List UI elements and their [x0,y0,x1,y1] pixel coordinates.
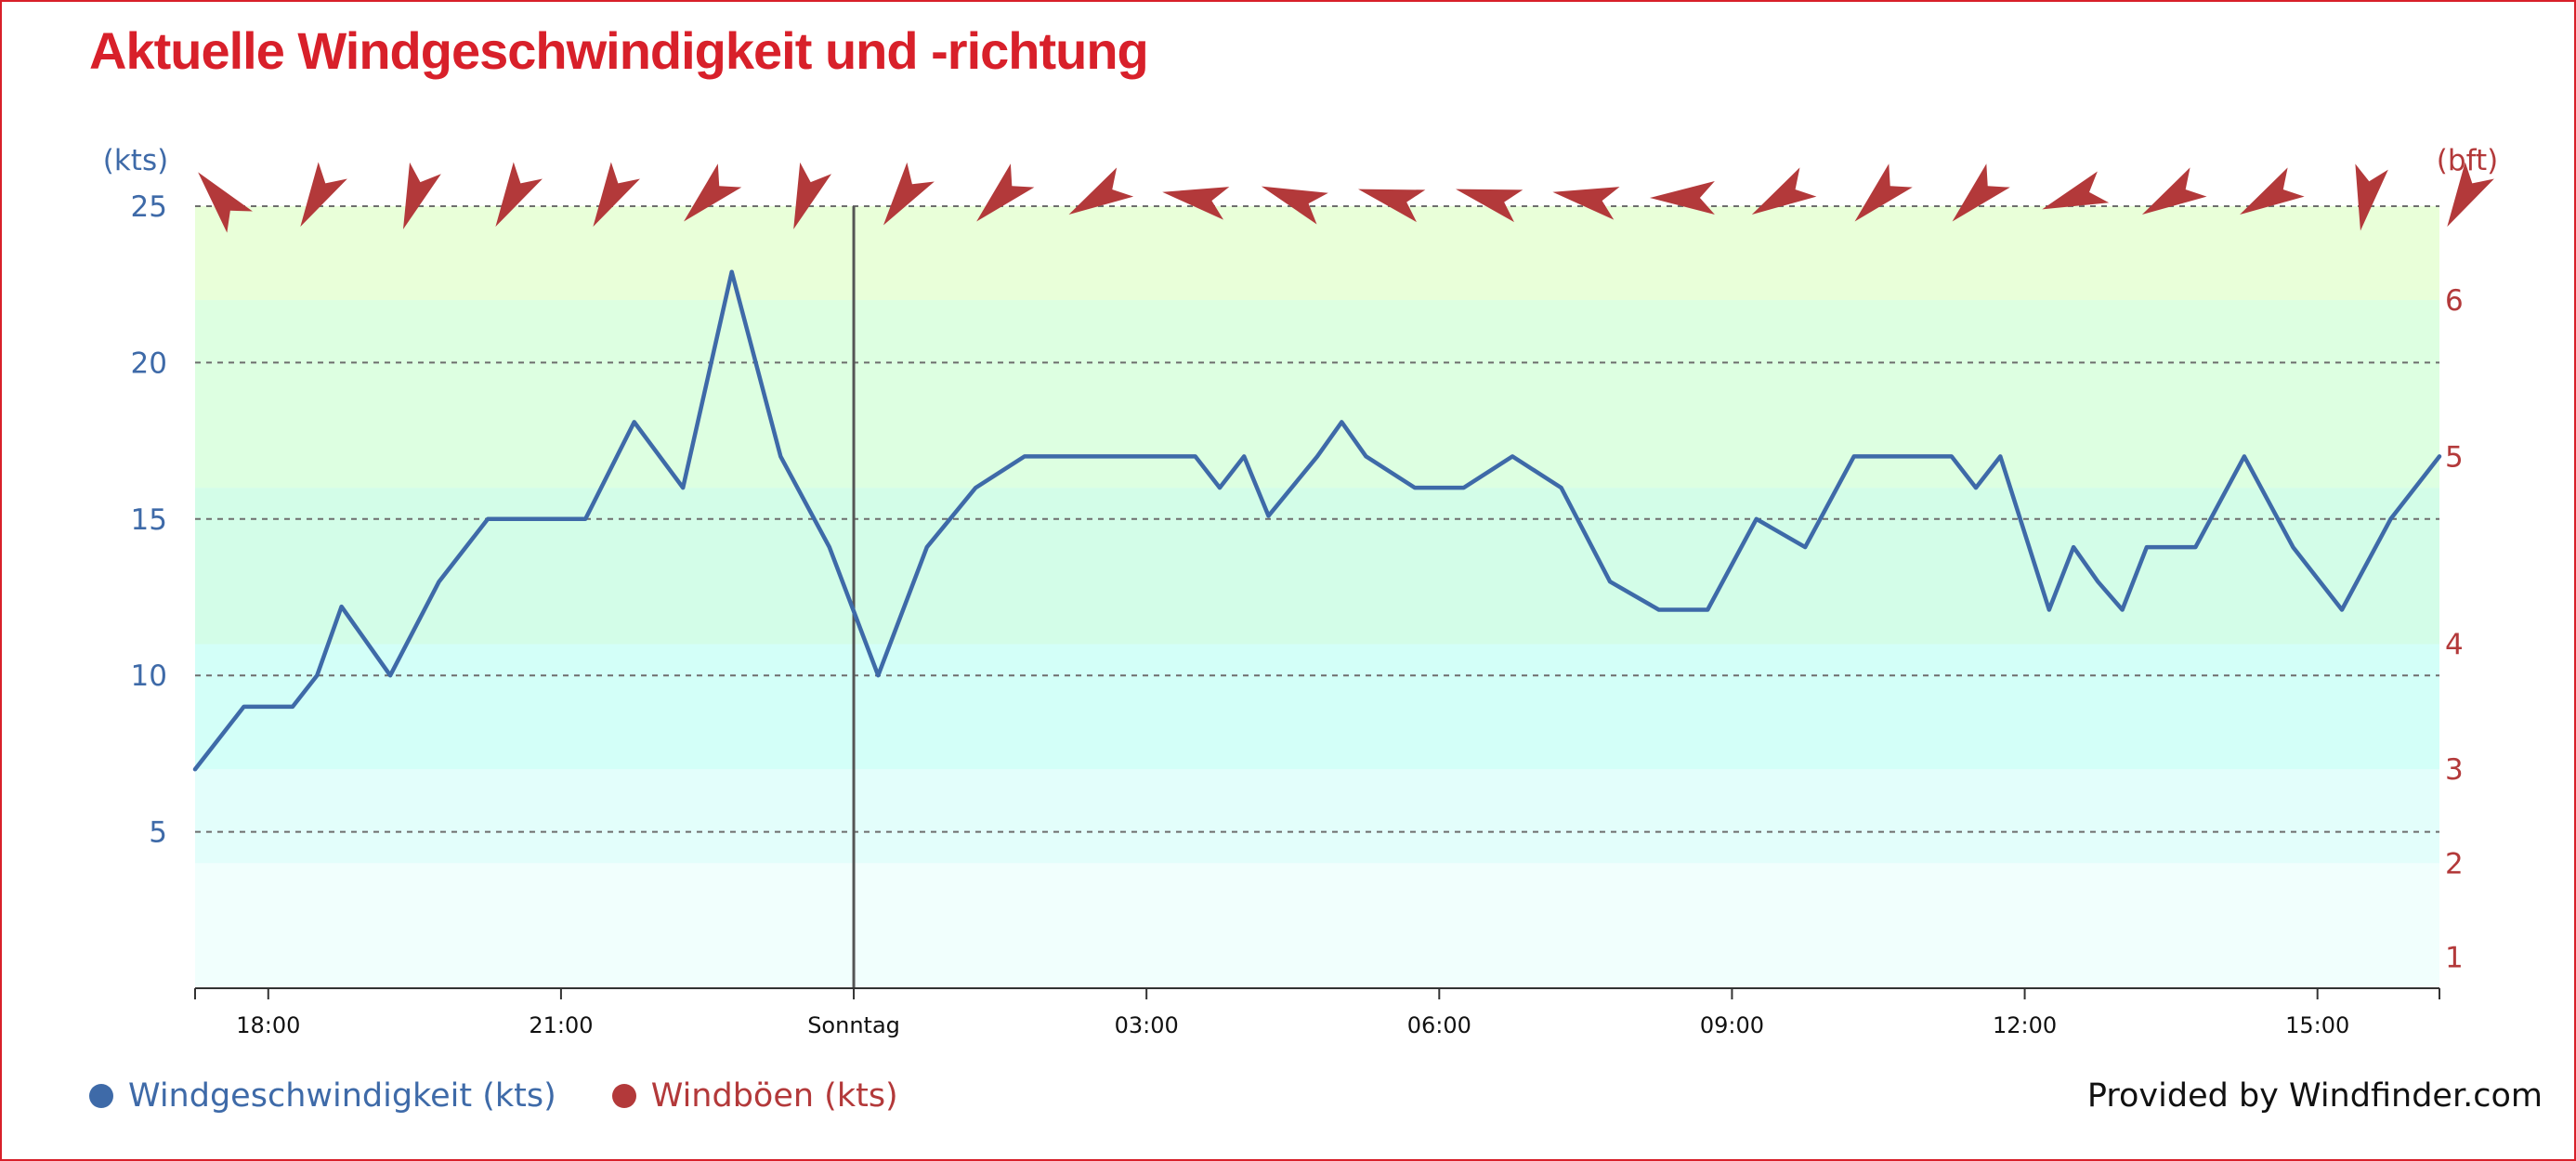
wind-arrow-shape-8 [976,163,1035,222]
band-0 [195,863,2439,988]
wind-arrow-shape-7 [883,162,935,226]
wind-arrow-5 [684,163,742,222]
y-axis-right-unit-label: (bft) [2437,144,2498,177]
wind-arrow-7 [883,162,935,226]
y-left-tick-5: 5 [149,816,167,850]
wind-arrow-shape-4 [593,162,640,228]
wind-arrow-shape-15 [1649,181,1715,215]
wind-arrow-shape-3 [495,162,543,228]
chart-title: Aktuelle Windgeschwindigkeit und -richtu… [89,21,1149,80]
wind-arrow-18 [1952,163,2010,222]
wind-arrow-shape-18 [1952,163,2010,222]
band-5 [195,206,2439,301]
legend-label-wind-gusts: Windböen (kts) [650,1077,898,1115]
band-3 [195,488,2439,645]
wind-arrow-shape-1 [300,162,347,228]
wind-arrow-shape-16 [1751,167,1817,215]
x-tick-label-12:00: 12:00 [1993,1012,2057,1038]
wind-arrow-14 [1552,187,1620,220]
wind-arrow-13 [1456,189,1523,223]
wind-arrow-shape-21 [2240,167,2305,215]
wind-arrow-shape-6 [793,162,832,229]
wind-arrow-2 [402,162,441,229]
band-1 [195,769,2439,864]
wind-arrow-shape-22 [2355,163,2388,231]
wind-arrow-15 [1649,181,1715,215]
wind-arrow-0 [198,172,253,233]
series-layer [192,269,2442,772]
wind-arrow-shape-20 [2141,167,2207,215]
wind-arrow-shape-11 [1261,186,1328,225]
wind-arrow-11 [1261,186,1328,225]
wind-arrow-shape-13 [1456,189,1523,223]
wind-arrow-shape-19 [2042,171,2110,210]
wind-arrow-19 [2042,171,2110,210]
wind-arrow-8 [976,163,1035,222]
wind-arrow-6 [793,162,832,229]
wind-arrow-shape-17 [1854,163,1913,222]
y-left-tick-20: 20 [131,346,167,380]
y-left-tick-25: 25 [131,190,167,224]
x-tick-label-Sonntag: Sonntag [807,1012,900,1038]
wind-arrow-shape-12 [1358,189,1426,223]
y-right-tick-3: 3 [2445,753,2464,787]
y-right-tick-2: 2 [2445,847,2464,881]
axes: 5 10 15 20 25 1 2 3 4 5 6 18:00 21:00 Sonntag 03:00 06:… [131,190,2464,1038]
wind-arrow-17 [1854,163,1913,222]
provider-credit-link[interactable]: Provided by Windfinder.com [2086,1077,2543,1115]
legend-item-wind-gusts[interactable]: Windböen (kts) [611,1077,898,1115]
wind-arrow-20 [2141,167,2207,215]
band-2 [195,644,2439,770]
wind-direction-arrows [198,162,2494,233]
wind-arrow-shape-9 [1068,167,1134,215]
legend-item-wind-speed[interactable]: Windgeschwindigkeit (kts) [89,1077,556,1115]
series-line-wind-speed [192,269,2442,772]
wind-arrow-shape-23 [2447,162,2494,228]
wind-arrow-shape-5 [684,163,742,222]
wind-arrow-23 [2447,162,2494,228]
legend-dot-wind-speed [89,1084,113,1108]
wind-arrow-1 [300,162,347,228]
wind-arrow-22 [2355,163,2388,231]
wind-arrow-shape-2 [402,162,441,229]
y-axis-left-unit-label: (kts) [103,144,168,177]
wind-arrow-16 [1751,167,1817,215]
x-tick-label-09:00: 09:00 [1700,1012,1764,1038]
legend-label-wind-speed: Windgeschwindigkeit (kts) [128,1077,556,1115]
wind-speed-bands [195,206,2439,988]
x-tick-label-21:00: 21:00 [529,1012,593,1038]
wind-arrow-12 [1358,189,1426,223]
y-left-tick-10: 10 [131,659,167,693]
legend-dot-wind-gusts [611,1084,636,1108]
y-left-tick-15: 15 [131,503,167,537]
x-tick-label-06:00: 06:00 [1407,1012,1471,1038]
wind-arrow-3 [495,162,543,228]
wind-arrow-shape-10 [1162,187,1230,220]
y-right-tick-5: 5 [2445,440,2464,474]
wind-arrow-shape-0 [198,172,253,233]
legend: Windgeschwindigkeit (kts) Windböen (kts) [89,1077,898,1115]
x-tick-label-15:00: 15:00 [2285,1012,2349,1038]
x-tick-label-03:00: 03:00 [1115,1012,1179,1038]
y-right-tick-1: 1 [2445,941,2464,974]
wind-arrow-4 [593,162,640,228]
y-right-tick-4: 4 [2445,629,2464,662]
wind-arrow-shape-14 [1552,187,1620,220]
wind-arrow-9 [1068,167,1134,215]
x-tick-label-18:00: 18:00 [236,1012,300,1038]
wind-arrow-10 [1162,187,1230,220]
wind-arrow-21 [2240,167,2305,215]
y-right-tick-6: 6 [2445,284,2464,318]
